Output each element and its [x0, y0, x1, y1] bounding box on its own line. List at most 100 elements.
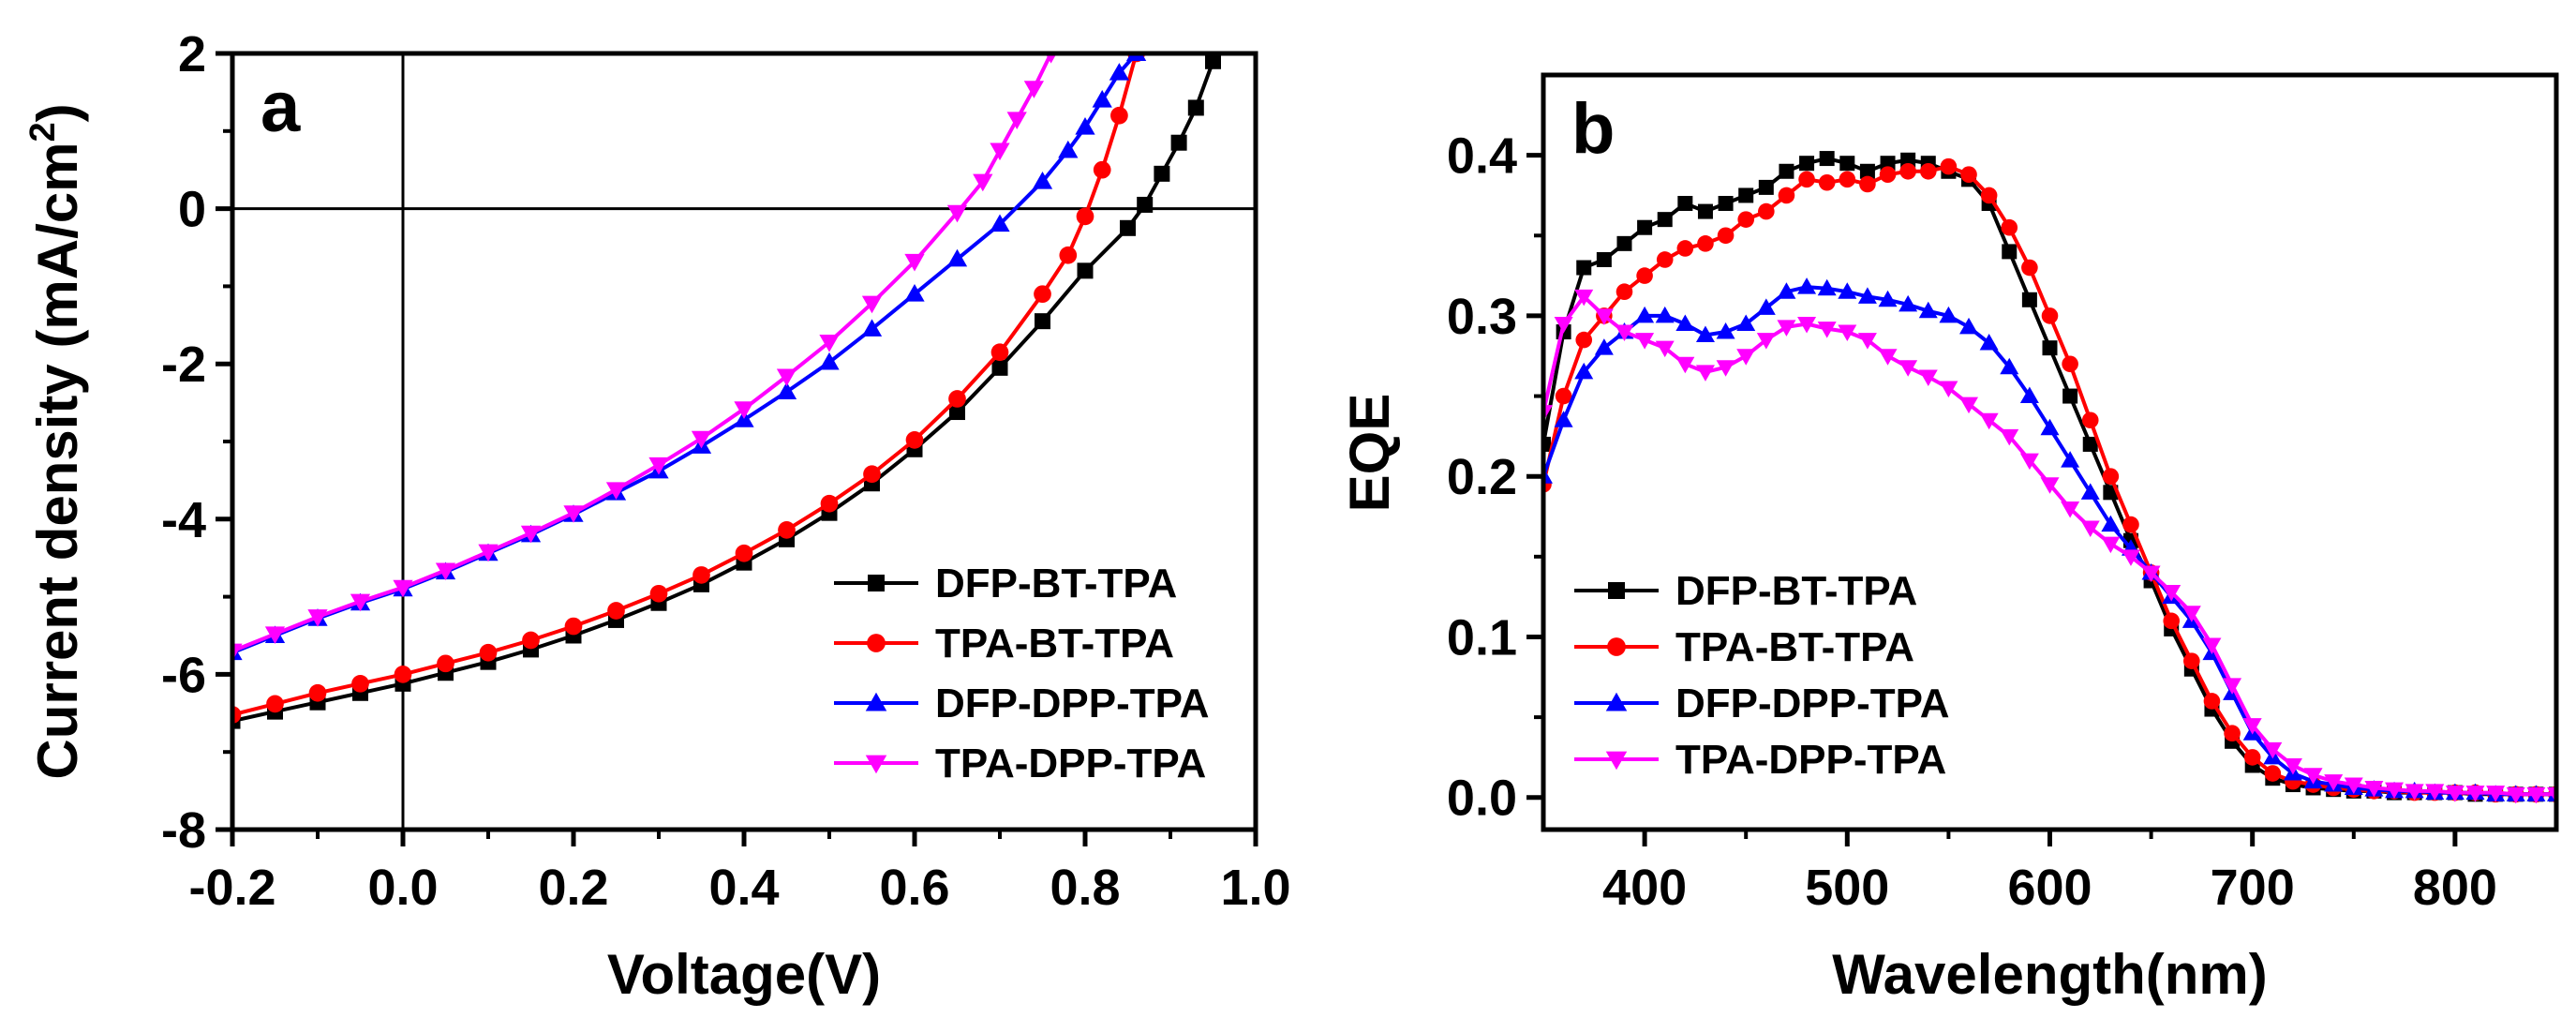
data-point: [2224, 725, 2241, 742]
data-point: [2344, 777, 2363, 795]
data-point: [1695, 365, 1715, 382]
data-point: [393, 579, 413, 598]
data-point: [1677, 196, 1693, 212]
data-point: [1657, 212, 1673, 228]
data-point: [2080, 520, 2100, 537]
plot-area: [232, 53, 1221, 729]
legend: DFP-BT-TPA TPA-BT-TPA DFP-DPP-TPA TPA-DPP-T…: [834, 561, 1210, 786]
data-point: [949, 404, 965, 421]
data-point: [1900, 152, 1916, 168]
x-tick-label: 0.6: [879, 860, 949, 916]
panel-b-eqe-chart: 400 500 600 700 800 0.0 0.1 0.2 0.3 0.4 Wavelength…: [1338, 72, 2559, 1006]
series-tpa-dpp-tpa: [232, 53, 1057, 662]
legend: DFP-BT-TPA TPA-BT-TPA DFP-DPP-TPA TPA-DPP-T…: [1574, 568, 1950, 783]
x-tick-label: 400: [1602, 860, 1687, 916]
y-axis-label-superscript: 2: [23, 122, 63, 142]
data-point: [990, 343, 1009, 362]
data-point: [1615, 324, 1634, 342]
data-point: [861, 319, 883, 337]
data-point: [2042, 340, 2058, 356]
data-point: [2364, 780, 2384, 798]
y-axis-label: EQE: [1338, 394, 1401, 513]
legend-item: TPA-BT-TPA: [1574, 624, 1914, 670]
data-point: [1554, 316, 1573, 334]
data-point: [2264, 765, 2282, 782]
y-tick-label: -2: [161, 337, 206, 393]
data-point: [1596, 251, 1612, 267]
legend-label: TPA-BT-TPA: [1675, 624, 1914, 670]
data-point: [564, 617, 583, 636]
x-tick-label: 800: [2413, 860, 2497, 916]
data-point: [2263, 741, 2283, 759]
data-point: [2283, 757, 2302, 775]
data-point: [2405, 784, 2424, 801]
panel-a-current-density-chart: -0.2 0.0 0.2 0.4 0.6 0.8 1.0 -8 -6 -4 -2 0 2 Voltage(…: [23, 26, 1291, 1006]
series-dfp-dpp-tpa: [1543, 277, 2556, 801]
x-axis-label: Wavelength(nm): [1832, 943, 2267, 1006]
data-point: [2021, 259, 2038, 277]
data-point: [2203, 693, 2221, 710]
data-point: [2061, 451, 2080, 468]
data-point: [1839, 171, 1856, 188]
data-point: [1655, 340, 1675, 358]
data-point: [1940, 157, 1958, 175]
data-point: [394, 666, 412, 683]
data-point: [2062, 388, 2078, 404]
legend-marker: [867, 634, 886, 652]
data-point: [2425, 784, 2445, 801]
data-point: [1758, 179, 1774, 195]
data-point: [2082, 436, 2098, 452]
legend-label: DFP-BT-TPA: [935, 561, 1177, 606]
x-tick-label: 700: [2211, 860, 2295, 916]
data-point: [307, 609, 328, 627]
data-point: [1675, 314, 1695, 331]
data-point: [946, 248, 968, 267]
data-point: [1676, 240, 1694, 257]
legend-marker: [1608, 582, 1625, 599]
legend-marker: [865, 692, 887, 711]
data-point: [778, 521, 796, 539]
data-point: [1045, 53, 1057, 64]
data-point: [1695, 325, 1715, 342]
data-point: [990, 142, 1010, 161]
data-point: [1959, 317, 1979, 335]
series-tpa-dpp-tpa: [1543, 289, 2556, 804]
data-point: [1737, 211, 1754, 228]
data-point: [1058, 140, 1079, 158]
data-point: [2303, 768, 2323, 785]
data-point: [1736, 314, 1756, 331]
data-point: [1939, 306, 1958, 323]
data-point: [1817, 322, 1837, 338]
data-point: [2162, 585, 2181, 602]
data-point: [1799, 156, 1815, 172]
data-point: [266, 695, 284, 713]
data-point: [1738, 187, 1754, 203]
data-point: [1838, 282, 1857, 299]
data-point: [2183, 652, 2200, 669]
data-point: [1137, 196, 1154, 213]
legend-item: DFP-BT-TPA: [834, 561, 1177, 606]
x-axis-label: Voltage(V): [607, 943, 881, 1006]
data-point: [2040, 477, 2060, 494]
data-point: [973, 173, 993, 192]
data-point: [1675, 356, 1695, 374]
data-point: [1838, 324, 1857, 342]
y-tick-label: -8: [161, 802, 206, 859]
x-tick-label: 1.0: [1220, 860, 1290, 916]
y-tick-label: 0.0: [1447, 771, 1517, 827]
data-point: [2202, 637, 2222, 655]
data-point: [1899, 162, 1916, 180]
data-point: [1979, 334, 1999, 351]
data-point: [2121, 549, 2140, 566]
data-point: [1817, 278, 1837, 296]
data-point: [948, 390, 966, 408]
data-point: [1110, 106, 1128, 125]
data-point: [1109, 63, 1130, 81]
data-point: [863, 465, 881, 484]
data-point: [1059, 246, 1078, 264]
data-point: [2019, 386, 2039, 404]
data-point: [1205, 53, 1221, 69]
x-tick-label: 0.8: [1050, 860, 1120, 916]
legend-item: TPA-DPP-TPA: [1574, 737, 1946, 783]
data-point: [904, 253, 925, 272]
